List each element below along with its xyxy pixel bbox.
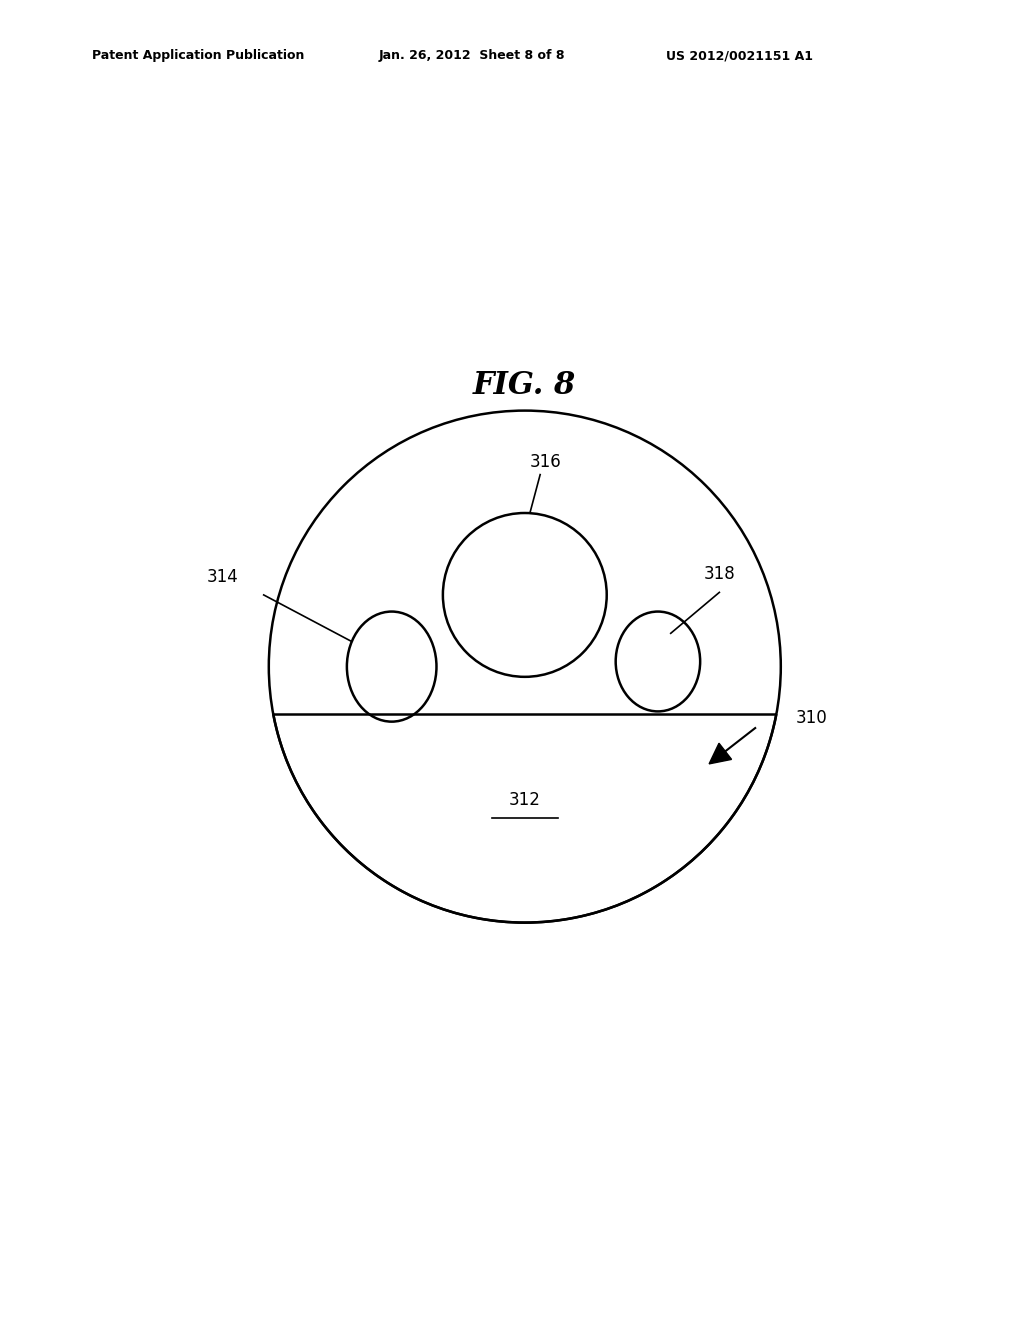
Text: 310: 310 [797, 709, 828, 727]
Text: FIG. 8: FIG. 8 [473, 370, 577, 400]
Text: Jan. 26, 2012  Sheet 8 of 8: Jan. 26, 2012 Sheet 8 of 8 [379, 49, 565, 62]
Text: Patent Application Publication: Patent Application Publication [92, 49, 304, 62]
Text: 312: 312 [509, 791, 541, 809]
Text: 316: 316 [529, 453, 561, 471]
Text: US 2012/0021151 A1: US 2012/0021151 A1 [666, 49, 813, 62]
Text: 314: 314 [207, 568, 239, 586]
Text: 318: 318 [703, 565, 735, 583]
Polygon shape [709, 743, 731, 764]
